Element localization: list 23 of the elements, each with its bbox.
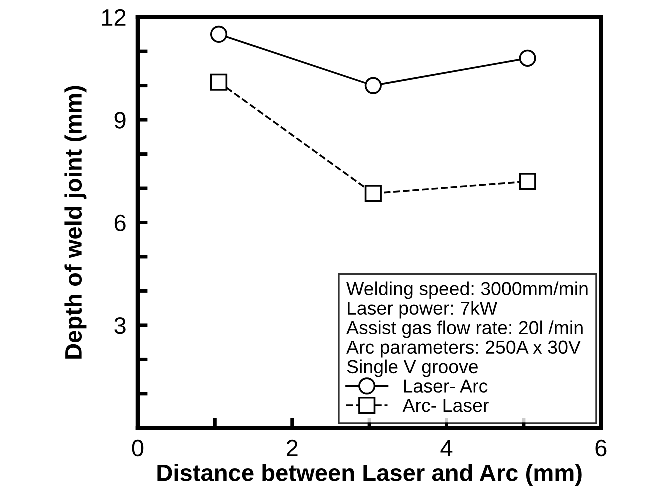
x-tick-label: 4: [440, 440, 453, 456]
legend-label: Arc- Laser: [402, 399, 489, 412]
annotation: Laser power: 7kW: [348, 301, 498, 319]
y-tick-label: 9: [114, 112, 126, 129]
annotation: Arc parameters: 250A x 30V: [346, 340, 581, 358]
x-axis-title: Distance between Laser and Arc (mm): [158, 464, 582, 486]
x-tick-label: 0: [132, 440, 144, 457]
point: [364, 185, 382, 202]
y-tick-label: 6: [114, 214, 126, 232]
point: [519, 173, 536, 190]
point: [364, 77, 382, 94]
point: [519, 50, 536, 67]
x-tick-label: 6: [596, 440, 607, 457]
y-axis-title: Depth of weld joint (mm): [64, 86, 87, 359]
y-tick-label: 3: [114, 318, 126, 334]
annotation: Assist gas flow rate: 20l /min: [346, 320, 583, 338]
point: [210, 26, 228, 43]
x-tick-label: 2: [286, 440, 298, 456]
annotation: Welding speed: 3000mm/min: [346, 282, 588, 300]
y-tick-label: 12: [102, 9, 126, 26]
point: [210, 74, 228, 91]
legend-label: Laser- Arc: [404, 380, 488, 393]
annotation: Single V groove: [347, 360, 478, 378]
